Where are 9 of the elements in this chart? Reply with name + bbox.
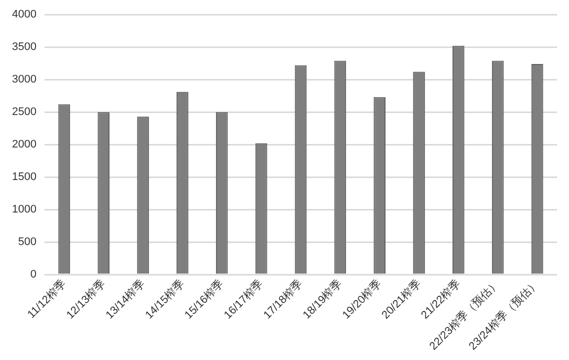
y-tick-label: 1500 [12, 171, 36, 184]
y-tick-label: 500 [18, 236, 36, 248]
y-tick-label: 2000 [12, 138, 36, 151]
y-tick-label: 1000 [12, 204, 36, 216]
y-tick-label: 3500 [12, 41, 36, 54]
y-tick-label: 3000 [12, 74, 36, 86]
y-tick-label: 0 [30, 268, 36, 281]
y-tick-label: 4000 [12, 8, 36, 21]
y-tick-label: 2500 [12, 106, 36, 118]
